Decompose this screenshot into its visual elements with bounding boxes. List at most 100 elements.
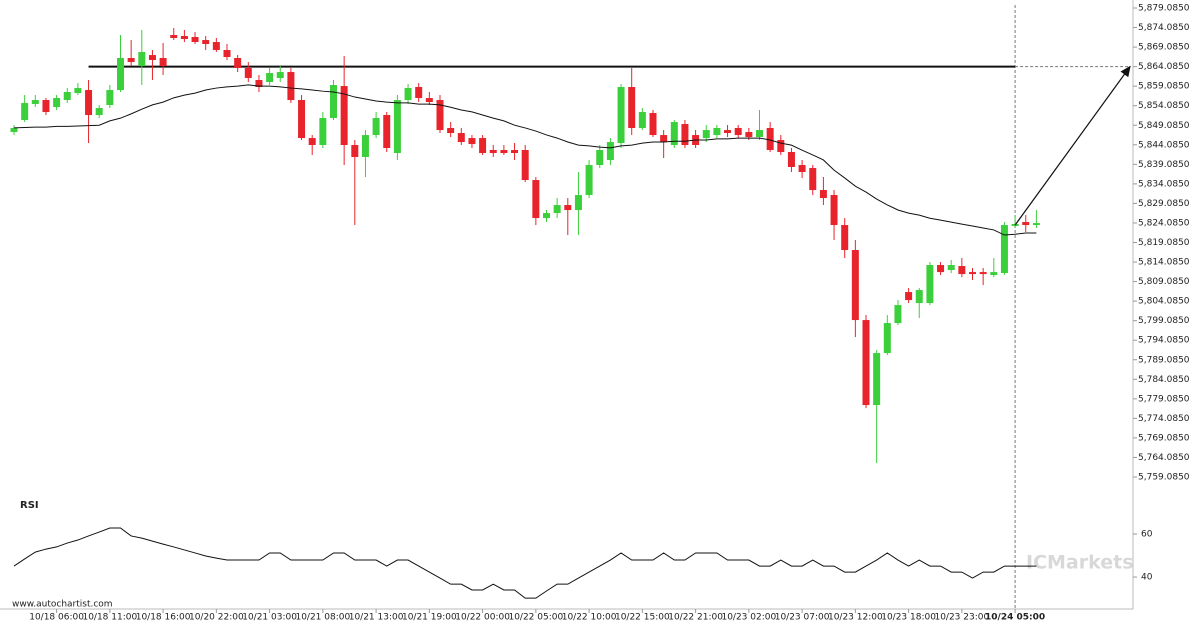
candle-body xyxy=(553,205,561,214)
candle-body xyxy=(447,128,455,134)
x-tick-label: 10/22 05:00 xyxy=(508,613,563,623)
candle-body xyxy=(53,98,61,108)
candle-body xyxy=(191,37,199,43)
candle-body xyxy=(543,213,550,219)
candle-body xyxy=(74,88,82,94)
candle-body xyxy=(851,250,859,321)
x-tick-label: 10/22 10:00 xyxy=(562,613,617,623)
x-tick-label: 10/22 00:00 xyxy=(455,613,510,623)
candle-body xyxy=(926,265,934,304)
candle-body xyxy=(745,132,753,138)
candle-body xyxy=(511,150,519,154)
y-tick-label: 5,874.0850 xyxy=(1138,23,1190,33)
candle-body xyxy=(947,265,955,271)
x-tick-label: 10/23 12:00 xyxy=(828,613,883,623)
x-tick-label: 10/24 05:00 xyxy=(985,613,1045,623)
y-tick-label: 5,779.0850 xyxy=(1138,394,1190,404)
candle-body xyxy=(915,290,923,304)
candle-body xyxy=(606,142,614,161)
y-tick-label: 5,774.0850 xyxy=(1138,414,1190,424)
candle-body xyxy=(1022,222,1030,226)
x-tick-label: 10/18 16:00 xyxy=(136,613,191,623)
candle-body xyxy=(255,80,263,88)
x-tick-label: 10/22 15:00 xyxy=(615,613,670,623)
candle-body xyxy=(521,150,529,181)
candle-body xyxy=(404,88,412,101)
candle-body xyxy=(500,150,508,154)
candle-body xyxy=(841,225,849,251)
candle-body xyxy=(862,320,870,406)
y-tick-label: 5,809.0850 xyxy=(1138,277,1190,287)
y-tick-label: 5,824.0850 xyxy=(1138,218,1190,228)
y-tick-label: 5,784.0850 xyxy=(1138,375,1190,385)
candle-body xyxy=(330,85,337,119)
candle-body xyxy=(937,265,945,273)
candle-body xyxy=(702,130,710,139)
candle-body xyxy=(308,138,316,146)
candle-body xyxy=(244,68,252,79)
candle-body xyxy=(670,122,678,146)
y-tick-label: 5,834.0850 xyxy=(1138,179,1190,189)
candle-body xyxy=(159,58,167,67)
candle-body xyxy=(148,55,156,61)
rsi-tick-label: 40 xyxy=(1141,573,1153,583)
y-tick-label: 5,879.0850 xyxy=(1138,4,1190,14)
candle-body xyxy=(574,195,582,211)
candle-body xyxy=(319,118,327,146)
y-tick-label: 5,799.0850 xyxy=(1138,316,1190,326)
y-tick-label: 5,819.0850 xyxy=(1138,238,1190,248)
candle-body xyxy=(724,130,732,134)
x-tick-label: 10/21 08:00 xyxy=(295,613,350,623)
x-tick-label: 10/20 22:00 xyxy=(189,613,244,623)
candle-body xyxy=(21,103,29,121)
candle-body xyxy=(415,87,423,99)
y-tick-label: 5,804.0850 xyxy=(1138,297,1190,307)
y-tick-label: 5,764.0850 xyxy=(1138,453,1190,463)
y-tick-label: 5,854.0850 xyxy=(1138,101,1190,111)
candle-body xyxy=(990,272,998,276)
candle-body xyxy=(287,72,295,101)
candle-body xyxy=(905,292,913,301)
x-tick-label: 10/21 03:00 xyxy=(242,613,297,623)
candle-body xyxy=(180,36,188,40)
candle-body xyxy=(95,108,103,116)
candle-body xyxy=(873,353,881,406)
watermark: ICMarkets xyxy=(1026,552,1134,574)
candle-body xyxy=(106,90,114,106)
candle-body xyxy=(617,87,625,144)
candle-body xyxy=(809,168,817,191)
candle-body xyxy=(979,272,987,275)
x-tick-label: 10/23 07:00 xyxy=(775,613,830,623)
x-tick-label: 10/23 23:00 xyxy=(934,613,989,623)
candle-body xyxy=(351,145,359,158)
candle-body xyxy=(638,112,646,129)
y-tick-label: 5,829.0850 xyxy=(1138,199,1190,209)
candle-body xyxy=(489,150,497,154)
candle-body xyxy=(787,152,795,168)
candle-body xyxy=(830,195,838,226)
candle-body xyxy=(766,128,774,151)
candle-body xyxy=(234,58,242,69)
candle-body xyxy=(298,100,306,139)
candle-body xyxy=(713,128,721,136)
candle-body xyxy=(85,90,93,116)
candle-body xyxy=(734,128,742,136)
candle-body xyxy=(223,50,231,58)
x-tick-label: 10/22 21:00 xyxy=(668,613,723,623)
candle-body xyxy=(798,165,806,173)
candle-body xyxy=(883,323,891,354)
candle-body xyxy=(969,272,976,275)
y-tick-label: 5,794.0850 xyxy=(1138,336,1190,346)
candle-body xyxy=(202,40,210,45)
candle-body xyxy=(393,100,401,154)
candle-body xyxy=(894,305,902,324)
candle-body xyxy=(276,72,284,79)
candle-body xyxy=(266,73,274,83)
candle-body xyxy=(819,190,827,199)
candle-body xyxy=(127,58,135,63)
candle-body xyxy=(63,92,71,101)
candle-body xyxy=(479,138,487,154)
projection-arrow xyxy=(1014,65,1131,226)
candle-body xyxy=(372,118,380,136)
candle-body xyxy=(628,87,636,129)
